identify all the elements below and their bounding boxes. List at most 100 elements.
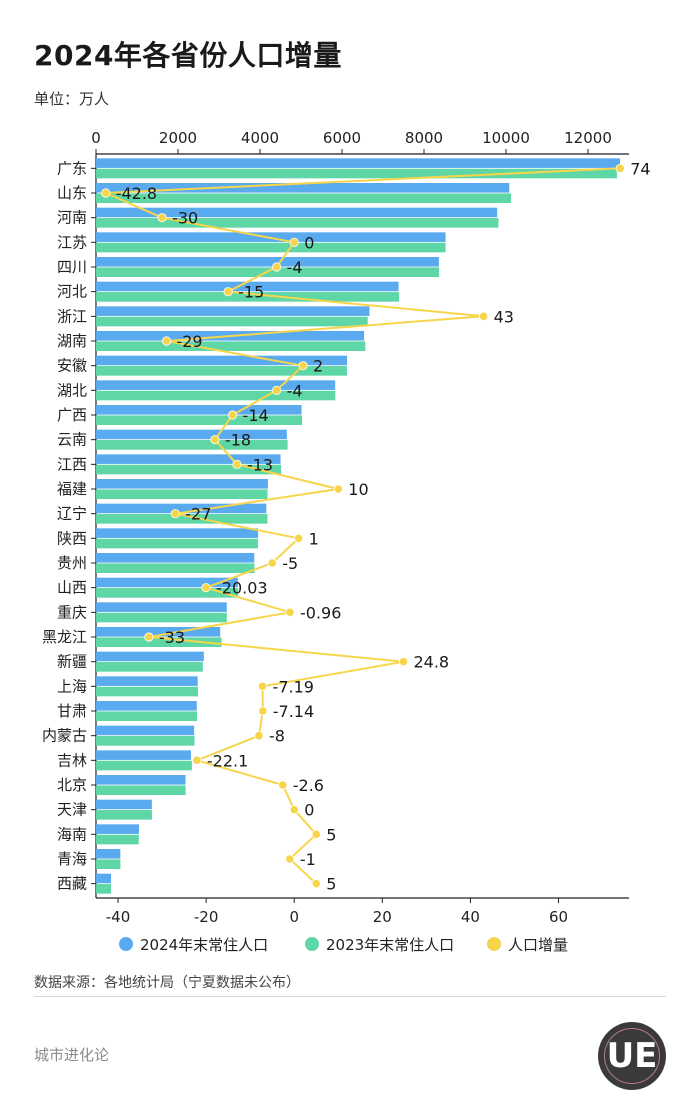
increment-point [192, 755, 202, 765]
increment-data-label: -5 [282, 554, 298, 573]
increment-data-label: -30 [172, 209, 198, 228]
bar-2024 [96, 528, 259, 538]
bar-2024 [96, 207, 498, 218]
increment-data-label: -2.6 [293, 776, 324, 795]
footer-divider [34, 996, 666, 997]
category-label: 青海 [57, 850, 87, 868]
increment-point [398, 657, 409, 667]
increment-data-label: -18 [225, 431, 251, 450]
bar-2024 [96, 651, 204, 662]
top-axis-tick-label: 8000 [405, 129, 443, 147]
legend-marker [119, 937, 133, 951]
bar-2024 [96, 454, 281, 464]
category-label: 湖北 [57, 381, 87, 399]
increment-data-label: -42.8 [116, 184, 157, 203]
increment-point [294, 533, 304, 543]
increment-data-label: 10 [348, 480, 368, 499]
bar-2023 [96, 292, 400, 302]
bar-2023 [96, 785, 186, 795]
increment-point [257, 681, 268, 691]
legend-marker [305, 937, 319, 951]
bottom-axis-tick-label: -40 [106, 908, 131, 926]
increment-data-label: 1 [309, 529, 319, 548]
category-label: 新疆 [57, 653, 87, 671]
bar-2023 [96, 390, 336, 401]
category-label: 吉林 [57, 751, 87, 769]
increment-data-label: -15 [238, 283, 264, 302]
category-label: 广西 [57, 406, 87, 424]
increment-point [311, 829, 321, 839]
increment-line-layer: 74-42.8-300-4-1543-292-4-14-18-1310-271-… [101, 159, 651, 894]
category-label: 天津 [57, 801, 87, 819]
bar-2023 [96, 662, 203, 672]
bar-2023 [96, 711, 198, 721]
bar-2023 [96, 810, 152, 820]
increment-data-label: 43 [494, 307, 514, 326]
increment-point [232, 459, 242, 469]
bar-2023 [96, 538, 259, 549]
increment-data-label: -4 [287, 381, 303, 400]
bar-2023 [96, 341, 366, 351]
bar-2023 [96, 193, 512, 203]
legend-label: 2023年末常住人口 [326, 936, 454, 954]
increment-point [101, 188, 111, 198]
increment-data-label: -33 [159, 628, 185, 647]
increment-point [289, 237, 299, 247]
legend: 2024年末常住人口 2023年末常住人口 人口增量 [119, 936, 568, 954]
increment-point [201, 583, 211, 593]
category-label: 辽宁 [57, 505, 87, 523]
bar-2023 [96, 760, 192, 771]
brand-logo: UE [598, 1022, 666, 1090]
bar-2024 [96, 355, 348, 366]
category-label: 海南 [57, 825, 87, 843]
bar-2024 [96, 281, 399, 292]
bottom-axis-tick-label: 0 [289, 908, 299, 926]
bar-2023 [96, 514, 268, 524]
increment-data-label: 0 [304, 233, 314, 252]
bar-2023 [96, 834, 139, 845]
bar-2024 [96, 824, 139, 834]
top-axis-tick-label: 12000 [564, 129, 612, 147]
bar-2023 [96, 464, 282, 475]
increment-point [144, 632, 154, 642]
top-axis-tick-label: 6000 [323, 129, 361, 147]
category-label: 黑龙江 [42, 628, 87, 646]
bar-2024 [96, 503, 267, 514]
top-axis-tick-label: 4000 [241, 129, 279, 147]
category-label: 陕西 [57, 529, 87, 547]
logo-ring [604, 1028, 660, 1084]
increment-data-label: -0.96 [300, 603, 341, 622]
bar-2024 [96, 799, 152, 810]
bottom-axis-tick-label: 60 [549, 908, 568, 926]
bar-2023 [96, 242, 446, 253]
increment-data-label: -7.14 [273, 702, 314, 721]
data-source-note: 数据来源：各地统计局（宁夏数据未公布） [34, 975, 300, 991]
category-label: 福建 [57, 480, 87, 498]
increment-point [210, 435, 220, 445]
category-label: 四川 [57, 258, 87, 276]
bar-2023 [96, 588, 239, 598]
bar-2024 [96, 405, 302, 415]
increment-data-label: -8 [269, 727, 285, 746]
increment-data-label: 5 [326, 825, 336, 844]
increment-point [311, 879, 321, 889]
bar-2024 [96, 158, 620, 168]
bar-2024 [96, 750, 191, 760]
category-label: 山东 [57, 184, 87, 202]
increment-point [157, 213, 167, 223]
increment-data-label: -13 [247, 455, 273, 474]
increment-data-label: -14 [243, 406, 269, 425]
bar-2023 [96, 686, 198, 697]
increment-data-label: -27 [185, 505, 211, 524]
bar-2023 [96, 884, 111, 894]
top-axis-tick-label: 0 [91, 129, 101, 147]
increment-point [227, 410, 238, 420]
increment-line [104, 167, 621, 885]
bottom-axis-tick-label: 40 [461, 908, 480, 926]
top-axis-tick-label: 2000 [159, 129, 197, 147]
legend-label: 人口增量 [508, 936, 568, 954]
bar-2024 [96, 553, 255, 563]
bar-2024 [96, 627, 221, 637]
category-label: 安徽 [57, 357, 87, 375]
increment-data-label: 2 [313, 357, 323, 376]
